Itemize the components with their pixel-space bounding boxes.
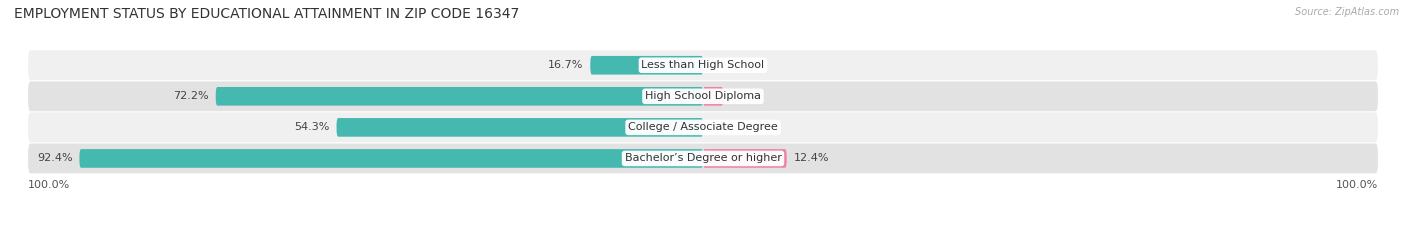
Text: Bachelor’s Degree or higher: Bachelor’s Degree or higher xyxy=(624,154,782,163)
FancyBboxPatch shape xyxy=(28,81,1378,111)
Text: 92.4%: 92.4% xyxy=(37,154,73,163)
Text: 0.0%: 0.0% xyxy=(710,60,738,70)
Text: 100.0%: 100.0% xyxy=(1336,180,1378,190)
FancyBboxPatch shape xyxy=(79,149,703,168)
Text: 0.0%: 0.0% xyxy=(710,122,738,132)
FancyBboxPatch shape xyxy=(215,87,703,106)
Text: 16.7%: 16.7% xyxy=(548,60,583,70)
Text: 12.4%: 12.4% xyxy=(793,154,830,163)
Text: 72.2%: 72.2% xyxy=(173,91,209,101)
Text: 100.0%: 100.0% xyxy=(28,180,70,190)
FancyBboxPatch shape xyxy=(591,56,703,75)
Text: Source: ZipAtlas.com: Source: ZipAtlas.com xyxy=(1295,7,1399,17)
Text: 54.3%: 54.3% xyxy=(294,122,330,132)
FancyBboxPatch shape xyxy=(703,149,787,168)
FancyBboxPatch shape xyxy=(336,118,703,137)
Text: Less than High School: Less than High School xyxy=(641,60,765,70)
FancyBboxPatch shape xyxy=(703,87,723,106)
FancyBboxPatch shape xyxy=(28,50,1378,80)
FancyBboxPatch shape xyxy=(28,144,1378,173)
FancyBboxPatch shape xyxy=(28,113,1378,142)
Text: College / Associate Degree: College / Associate Degree xyxy=(628,122,778,132)
Text: EMPLOYMENT STATUS BY EDUCATIONAL ATTAINMENT IN ZIP CODE 16347: EMPLOYMENT STATUS BY EDUCATIONAL ATTAINM… xyxy=(14,7,519,21)
Text: High School Diploma: High School Diploma xyxy=(645,91,761,101)
Text: 3.0%: 3.0% xyxy=(730,91,758,101)
